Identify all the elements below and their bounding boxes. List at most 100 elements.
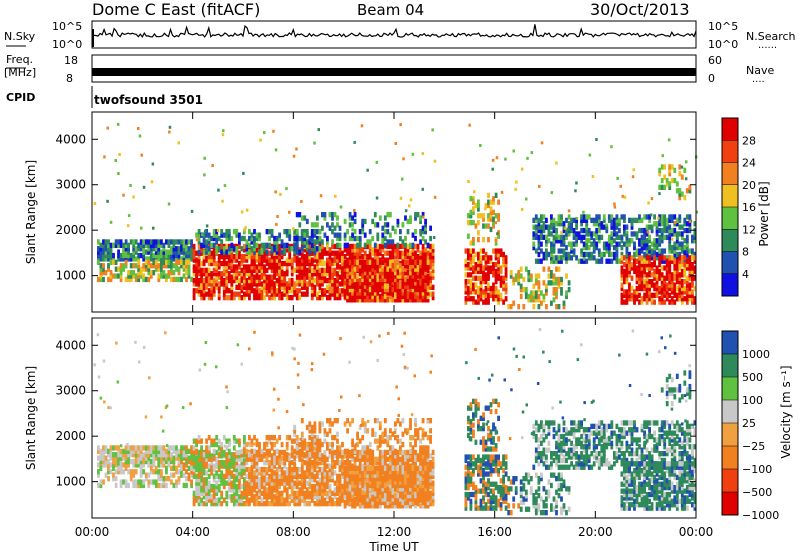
power-cell (685, 262, 689, 268)
power-cell (371, 235, 375, 242)
power-cell (429, 274, 432, 280)
power-cell (550, 273, 553, 279)
power-cell (371, 250, 375, 256)
velocity-cell (225, 463, 229, 469)
power-cell (298, 249, 302, 255)
power-cell (122, 252, 125, 259)
velocity-cell (336, 487, 339, 493)
power-cell (368, 229, 372, 235)
power-cell (389, 293, 392, 300)
power-cell (383, 270, 387, 276)
power-cell (358, 266, 362, 272)
velocity-cell (212, 490, 216, 496)
power-cell (253, 246, 256, 252)
velocity-cell (124, 448, 128, 454)
power-cell (356, 287, 359, 293)
velocity-cell (283, 463, 287, 469)
power-cell (346, 276, 349, 283)
power-cell (394, 254, 397, 260)
velocity-cell (323, 453, 327, 459)
velocity-cell (245, 483, 249, 490)
velocity-cell (119, 458, 123, 465)
power-cell (396, 222, 400, 228)
velocity-cell (207, 463, 211, 469)
power-cell (663, 234, 667, 240)
power-cell (650, 265, 654, 271)
velocity-cell (288, 470, 292, 476)
velocity-cell (275, 501, 279, 507)
power-cell (524, 290, 528, 296)
power-cell (235, 229, 239, 235)
velocity-cell (127, 448, 130, 454)
power-cell (562, 234, 566, 240)
power-cell (318, 257, 322, 263)
power-cell (298, 277, 302, 284)
power-cell (489, 213, 493, 219)
velocity-cell (243, 487, 246, 493)
velocity-cell (285, 497, 289, 503)
velocity-cell (210, 456, 214, 462)
power-cell (668, 164, 672, 170)
velocity-cell (363, 453, 367, 459)
power-cell (290, 281, 294, 287)
velocity-cell (197, 456, 201, 462)
power-cell (567, 221, 571, 227)
power-cell (270, 267, 274, 273)
power-cell (240, 274, 244, 280)
power-cell (238, 295, 241, 301)
power-cell (534, 280, 538, 286)
velocity-cell (318, 460, 322, 466)
velocity-cell (227, 453, 231, 459)
power-cell (207, 235, 211, 242)
power-cell (565, 217, 568, 223)
power-cell (479, 282, 483, 288)
power-cell (497, 262, 500, 268)
power-cell (555, 276, 558, 283)
power-cell (147, 246, 151, 252)
power-cell (645, 275, 649, 281)
power-cell (685, 299, 689, 305)
power-cell (285, 247, 289, 253)
power-cell (409, 293, 412, 300)
power-cell (253, 239, 256, 245)
power-cell (273, 264, 276, 270)
power-speckle (221, 199, 224, 203)
power-cell (230, 281, 234, 287)
power-cell (655, 231, 659, 237)
power-cell (688, 262, 692, 268)
velocity-cell (248, 473, 251, 479)
velocity-cell (371, 453, 375, 459)
velocity-cell (175, 445, 178, 451)
power-cell (97, 256, 100, 262)
power-cell (557, 280, 561, 286)
power-cell (474, 275, 478, 281)
velocity-cell (245, 466, 249, 473)
power-cell (278, 232, 281, 238)
velocity-cell (200, 466, 203, 473)
power-cell (678, 279, 682, 285)
velocity-cell (328, 473, 332, 479)
power-cell (663, 221, 667, 227)
power-cell (680, 224, 684, 230)
power-cell (469, 213, 473, 219)
power-cell (137, 263, 141, 269)
power-cell (278, 288, 281, 294)
velocity-cell (227, 480, 231, 486)
power-cell (653, 268, 656, 275)
power-cell (157, 273, 161, 279)
power-cell (467, 292, 470, 298)
power-cell (409, 259, 412, 265)
power-cell (494, 275, 498, 281)
power-cell (668, 227, 672, 234)
power-cell (668, 262, 672, 268)
power-cell (207, 254, 211, 260)
power-cell (147, 276, 151, 283)
power-cell (265, 260, 269, 267)
power-cell (351, 273, 354, 279)
power-cell (383, 242, 387, 248)
power-cell (248, 249, 251, 255)
power-cell (280, 267, 284, 273)
power-cell (673, 214, 677, 220)
power-cell (205, 291, 208, 297)
power-cell (391, 287, 395, 293)
